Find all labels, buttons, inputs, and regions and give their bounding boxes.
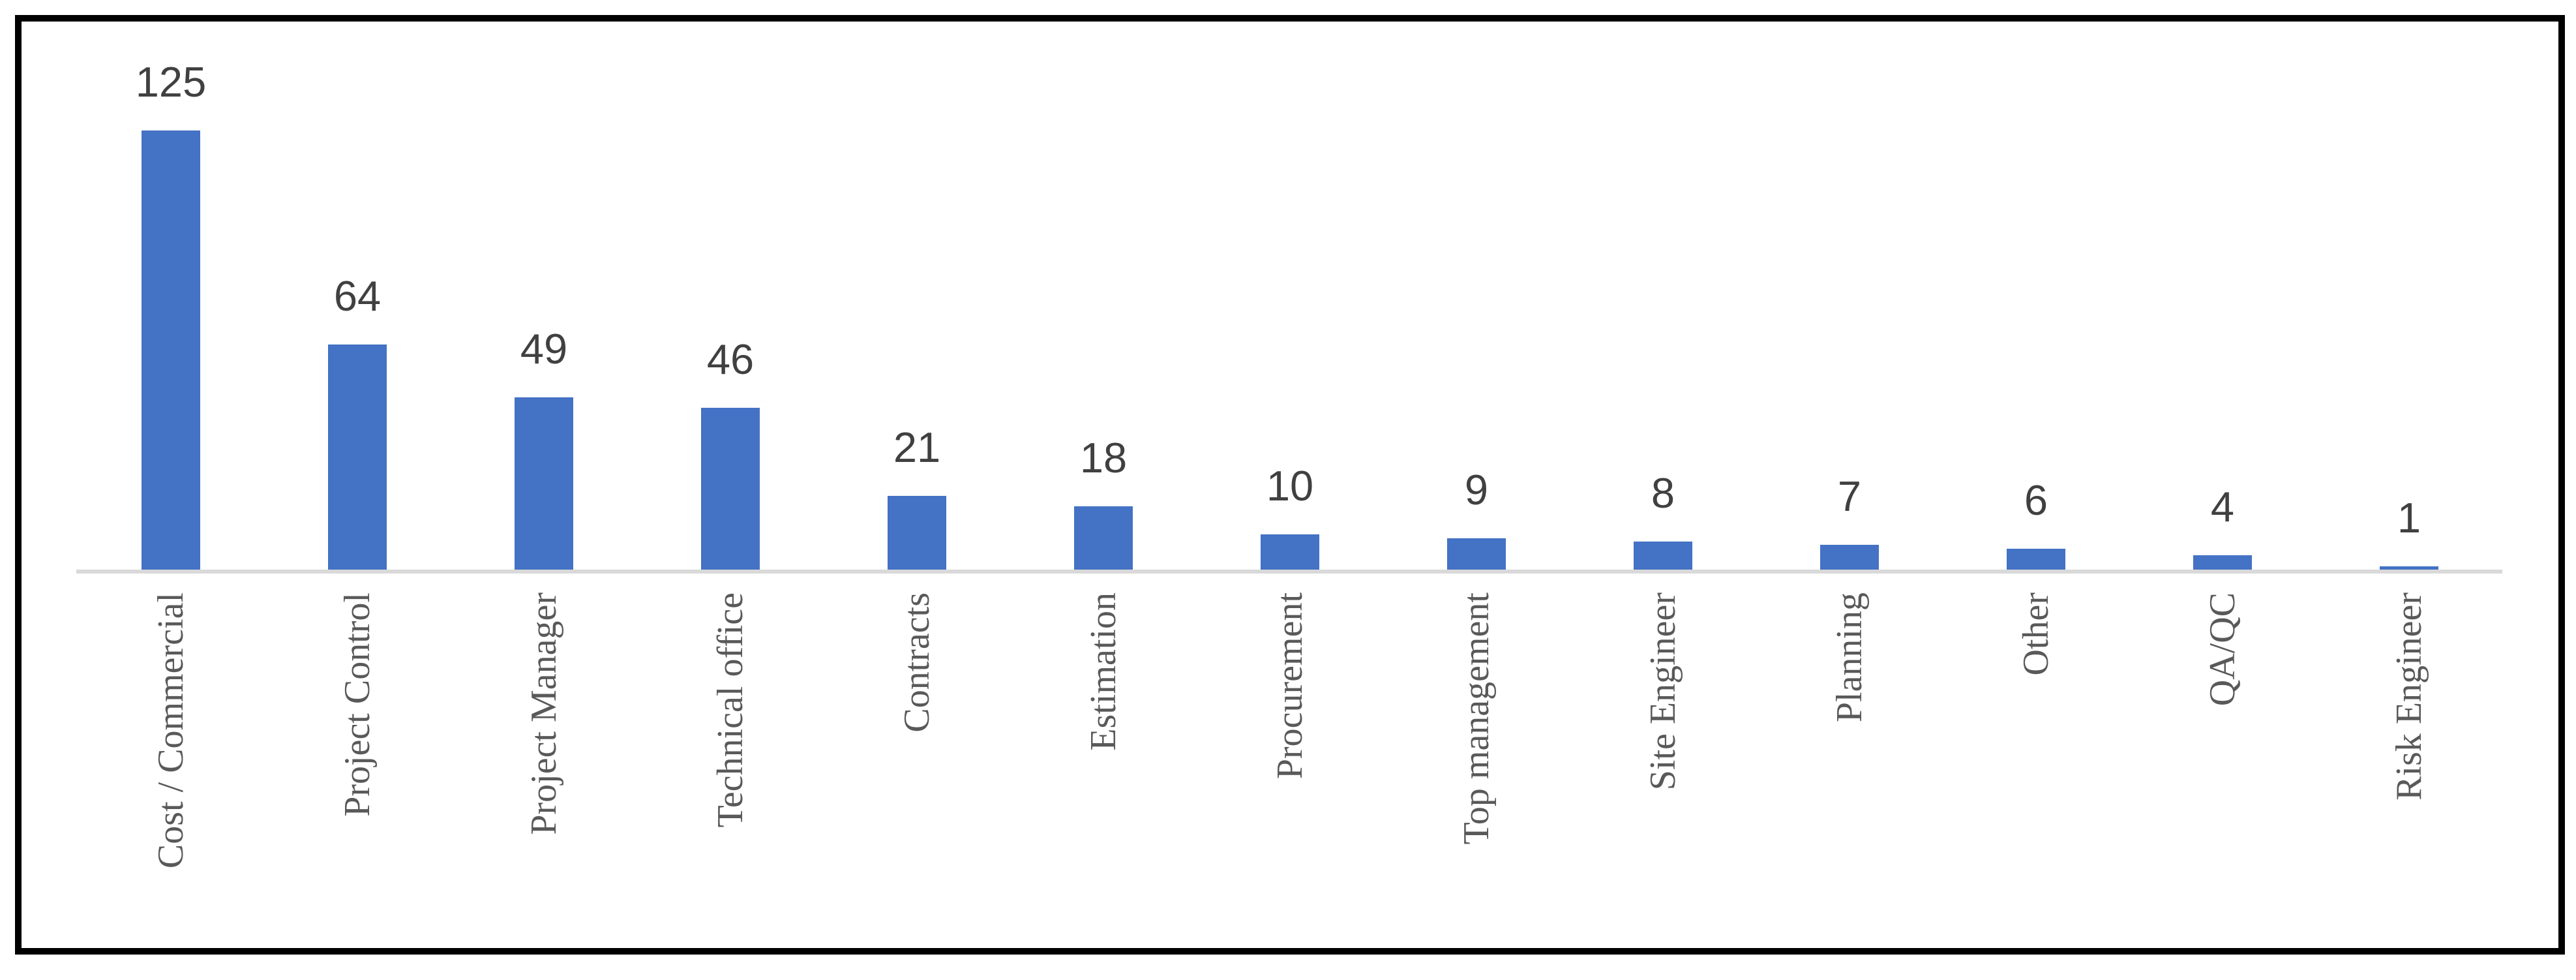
x-axis-category-labels: Cost / Commercial Project Control Projec… — [78, 592, 2502, 948]
bar — [1634, 542, 1692, 570]
bar-data-label: 8 — [1651, 469, 1675, 517]
bar-column: 1 — [2316, 22, 2502, 570]
bar-column: 18 — [1010, 22, 1197, 570]
bar-column: 64 — [264, 22, 451, 570]
bar-column: 6 — [1943, 22, 2129, 570]
category-label-column: Planning — [1756, 592, 1943, 948]
category-label-column: Estimation — [1010, 592, 1197, 948]
category-label: Cost / Commercial — [150, 592, 191, 869]
plot-area: 125 64 49 46 21 18 10 9 8 7 6 — [78, 22, 2502, 570]
category-label: Site Engineer — [1642, 592, 1683, 791]
bar-data-label: 9 — [1464, 466, 1489, 513]
category-label-column: Project Manager — [451, 592, 637, 948]
bar-column: 49 — [451, 22, 637, 570]
bar-column: 10 — [1197, 22, 1383, 570]
bar-column: 8 — [1570, 22, 1756, 570]
category-label-column: Top management — [1383, 592, 1570, 948]
bar-data-label: 21 — [893, 423, 941, 471]
category-label: Planning — [1829, 592, 1870, 723]
bar-data-label: 4 — [2210, 483, 2235, 530]
bar — [701, 408, 760, 570]
bar — [1261, 534, 1319, 570]
category-label-column: Technical office — [637, 592, 824, 948]
category-label-column: QA/QC — [2129, 592, 2316, 948]
bar-column: 46 — [637, 22, 824, 570]
bar-data-label: 18 — [1079, 434, 1128, 482]
chart-border-frame: 125 64 49 46 21 18 10 9 8 7 6 — [15, 15, 2565, 955]
bar-data-label: 1 — [2397, 494, 2421, 542]
bar — [2007, 549, 2065, 570]
bar — [2193, 555, 2252, 570]
bar — [515, 397, 573, 570]
category-label-column: Procurement — [1197, 592, 1383, 948]
bar-data-label: 10 — [1266, 462, 1314, 510]
bar-column: 9 — [1383, 22, 1570, 570]
category-label-column: Site Engineer — [1570, 592, 1756, 948]
category-label-column: Risk Engineer — [2316, 592, 2502, 948]
bar-data-label: 7 — [1837, 472, 1862, 520]
bar-data-label: 64 — [333, 272, 382, 320]
category-label: Project Control — [337, 592, 378, 817]
category-label: Risk Engineer — [2388, 592, 2429, 801]
bar-data-label: 6 — [2024, 476, 2048, 524]
bar — [142, 130, 200, 570]
bar — [1820, 545, 1879, 570]
category-label-column: Other — [1943, 592, 2129, 948]
category-label: Technical office — [710, 592, 751, 828]
bar-data-label: 46 — [706, 335, 755, 383]
category-label: Project Manager — [523, 592, 564, 835]
bar-data-label: 49 — [520, 325, 568, 373]
bar — [2380, 566, 2438, 570]
category-label: QA/QC — [2202, 592, 2243, 707]
category-label-column: Project Control — [264, 592, 451, 948]
category-label-column: Cost / Commercial — [78, 592, 264, 948]
category-label: Top management — [1456, 592, 1497, 845]
bar-data-label: 125 — [135, 58, 207, 106]
x-axis-line — [76, 570, 2502, 574]
category-label: Procurement — [1269, 592, 1310, 780]
bar-column: 125 — [78, 22, 264, 570]
bar-column: 4 — [2129, 22, 2316, 570]
category-label: Other — [2015, 592, 2056, 676]
category-label: Estimation — [1083, 592, 1124, 751]
category-label-column: Contracts — [824, 592, 1010, 948]
bar — [1074, 506, 1133, 570]
bar-column: 7 — [1756, 22, 1943, 570]
bar-column: 21 — [824, 22, 1010, 570]
category-label: Contracts — [896, 592, 937, 733]
bar — [888, 496, 946, 570]
bar — [328, 345, 387, 570]
bar — [1447, 538, 1506, 570]
